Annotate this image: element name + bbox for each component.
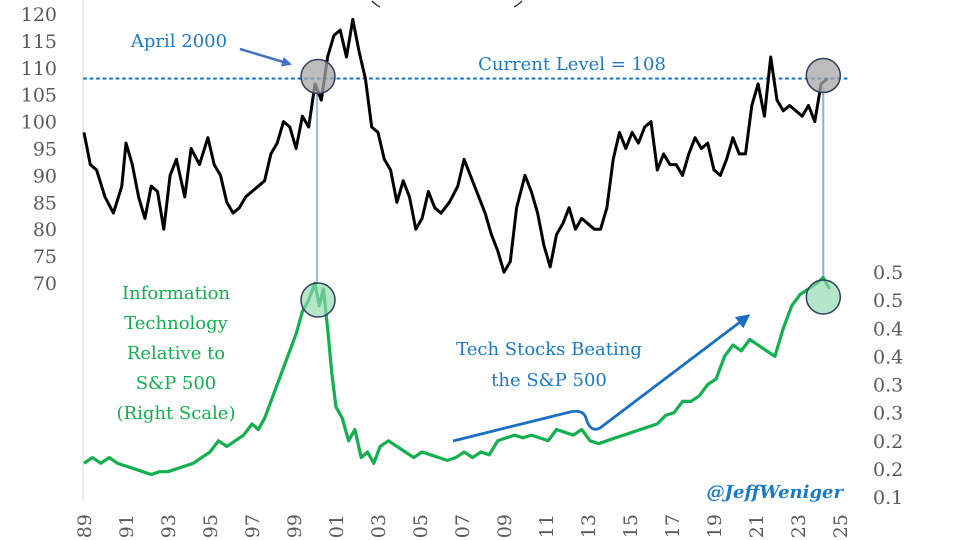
tech-beating-line: Tech Stocks Beating bbox=[456, 339, 642, 360]
left-tick-label: 70 bbox=[33, 273, 57, 295]
right-tick-label: 0.4 bbox=[873, 346, 903, 368]
x-tick-label: 09 bbox=[494, 514, 516, 538]
series-valuation bbox=[82, 17, 829, 274]
april-2000-bottom-marker bbox=[300, 282, 336, 318]
x-tick-label: 97 bbox=[242, 514, 264, 538]
right-tick-label: 0.5 bbox=[873, 262, 903, 284]
x-tick-label: 23 bbox=[788, 514, 810, 538]
green-label-line: Information bbox=[122, 283, 230, 304]
tech-beating-line: the S&P 500 bbox=[491, 370, 607, 391]
current-level-label: Current Level = 108 bbox=[478, 54, 666, 75]
x-tick-label: 93 bbox=[158, 514, 180, 538]
x-tick-label: 01 bbox=[326, 514, 348, 538]
left-tick-label: 105 bbox=[21, 85, 57, 107]
right-tick-label: 0.4 bbox=[873, 318, 903, 340]
x-tick-label: 89 bbox=[74, 514, 96, 538]
current-bottom-marker bbox=[805, 279, 842, 315]
x-tick-label: 21 bbox=[746, 514, 768, 538]
right-tick-label: 0.5 bbox=[873, 290, 903, 312]
left-tick-label: 80 bbox=[33, 219, 57, 241]
left-tick-label: 95 bbox=[33, 139, 57, 161]
left-axis-ticks: 120 115 110 105 100 95 90 85 80 75 70 bbox=[21, 4, 57, 295]
x-tick-label: 25 bbox=[830, 514, 852, 538]
left-tick-label: 110 bbox=[21, 58, 57, 80]
green-label-line: S&P 500 bbox=[136, 373, 217, 394]
credit-label: @JeffWeniger bbox=[706, 482, 844, 503]
left-tick-label: 75 bbox=[33, 246, 57, 268]
x-tick-label: 07 bbox=[452, 514, 474, 538]
left-tick-label: 115 bbox=[21, 31, 57, 53]
left-tick-label: 100 bbox=[21, 112, 57, 134]
x-tick-label: 91 bbox=[116, 514, 138, 538]
tech-beating-arrow bbox=[452, 314, 751, 443]
green-label-line: (Right Scale) bbox=[117, 403, 236, 424]
series-it-relative bbox=[83, 276, 831, 477]
x-tick-label: 19 bbox=[704, 514, 726, 538]
x-tick-label: 99 bbox=[284, 514, 306, 538]
right-tick-label: 0.2 bbox=[873, 431, 903, 453]
title-fragment bbox=[371, 0, 523, 8]
green-label-line: Technology bbox=[124, 313, 228, 334]
x-tick-label: 05 bbox=[410, 514, 432, 538]
left-tick-label: 85 bbox=[33, 192, 57, 214]
right-axis-ticks: 0.5 0.5 0.4 0.4 0.3 0.3 0.2 0.2 0.1 bbox=[873, 262, 903, 509]
x-tick-label: 17 bbox=[662, 514, 684, 538]
april-2000-top-marker bbox=[300, 58, 336, 95]
right-tick-label: 0.2 bbox=[873, 459, 903, 481]
tech-beating-label: Tech Stocks Beating the S&P 500 bbox=[456, 339, 642, 391]
x-tick-label: 11 bbox=[536, 514, 558, 538]
x-tick-label: 13 bbox=[578, 514, 600, 538]
current-top-marker bbox=[805, 57, 842, 94]
right-tick-label: 0.1 bbox=[873, 487, 903, 509]
april-2000-label: April 2000 bbox=[130, 31, 227, 52]
left-tick-label: 90 bbox=[33, 165, 57, 187]
right-tick-label: 0.3 bbox=[873, 375, 903, 397]
green-label-line: Relative to bbox=[127, 343, 225, 364]
right-tick-label: 0.3 bbox=[873, 403, 903, 425]
april-2000-arrow bbox=[239, 47, 292, 67]
left-tick-label: 120 bbox=[21, 4, 57, 26]
x-axis-ticks: 89 91 93 95 97 99 01 03 05 07 09 11 13 15 17 19 21 23 25 bbox=[74, 514, 852, 538]
green-series-label: Information Technology Relative to S&P 5… bbox=[117, 283, 236, 424]
x-tick-label: 15 bbox=[620, 514, 642, 538]
x-tick-label: 95 bbox=[200, 514, 222, 538]
x-tick-label: 03 bbox=[368, 514, 390, 538]
